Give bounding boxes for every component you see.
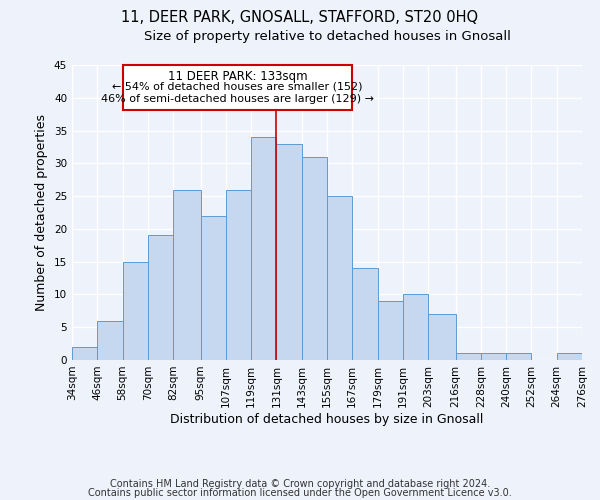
Text: 11 DEER PARK: 133sqm: 11 DEER PARK: 133sqm [167,70,307,82]
Bar [277,144,302,360]
Bar [428,314,455,360]
Text: Contains HM Land Registry data © Crown copyright and database right 2024.: Contains HM Land Registry data © Crown c… [110,479,490,489]
Bar [97,320,122,360]
Bar [506,354,532,360]
FancyBboxPatch shape [122,65,352,110]
Bar [200,216,226,360]
Bar [226,190,251,360]
Text: 46% of semi-detached houses are larger (129) →: 46% of semi-detached houses are larger (… [101,94,374,104]
Bar [327,196,352,360]
Text: ← 54% of detached houses are smaller (152): ← 54% of detached houses are smaller (15… [112,82,362,92]
Text: Contains public sector information licensed under the Open Government Licence v3: Contains public sector information licen… [88,488,512,498]
Bar [352,268,377,360]
Bar [557,354,582,360]
Bar [377,301,403,360]
Bar [302,157,327,360]
Bar [455,354,481,360]
Bar [122,262,148,360]
Text: 11, DEER PARK, GNOSALL, STAFFORD, ST20 0HQ: 11, DEER PARK, GNOSALL, STAFFORD, ST20 0… [121,10,479,25]
X-axis label: Distribution of detached houses by size in Gnosall: Distribution of detached houses by size … [170,412,484,426]
Bar [481,354,506,360]
Title: Size of property relative to detached houses in Gnosall: Size of property relative to detached ho… [143,30,511,43]
Bar [173,190,200,360]
Bar [72,347,97,360]
Bar [403,294,428,360]
Bar [148,236,173,360]
Y-axis label: Number of detached properties: Number of detached properties [35,114,49,311]
Bar [251,137,277,360]
